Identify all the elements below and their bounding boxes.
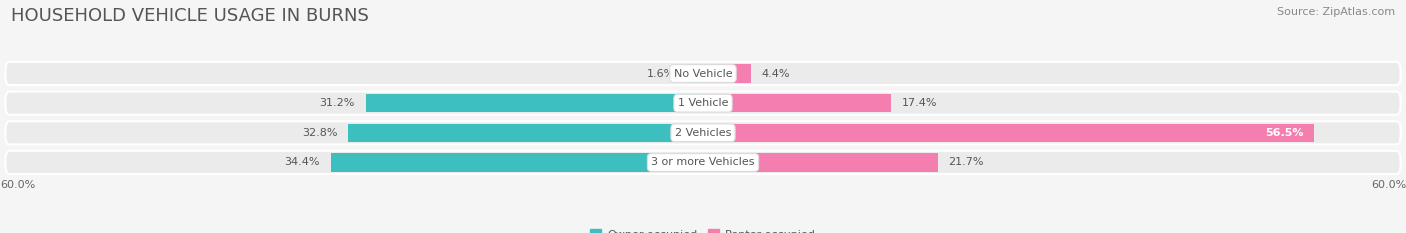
Text: 17.4%: 17.4%: [903, 98, 938, 108]
Text: 1 Vehicle: 1 Vehicle: [678, 98, 728, 108]
FancyBboxPatch shape: [6, 62, 1400, 85]
Legend: Owner-occupied, Renter-occupied: Owner-occupied, Renter-occupied: [586, 225, 820, 233]
FancyBboxPatch shape: [6, 121, 1400, 144]
Text: HOUSEHOLD VEHICLE USAGE IN BURNS: HOUSEHOLD VEHICLE USAGE IN BURNS: [11, 7, 370, 25]
Text: 34.4%: 34.4%: [284, 158, 321, 168]
Bar: [703, 64, 751, 83]
Text: 4.4%: 4.4%: [762, 69, 790, 79]
Text: 56.5%: 56.5%: [1265, 128, 1303, 138]
FancyBboxPatch shape: [6, 151, 1400, 174]
Bar: [349, 124, 703, 142]
Text: 31.2%: 31.2%: [319, 98, 354, 108]
Text: Source: ZipAtlas.com: Source: ZipAtlas.com: [1277, 7, 1395, 17]
Bar: [703, 94, 891, 112]
Bar: [703, 124, 1315, 142]
Bar: [686, 64, 703, 83]
Bar: [330, 153, 703, 172]
Bar: [366, 94, 703, 112]
Bar: [703, 153, 938, 172]
FancyBboxPatch shape: [6, 92, 1400, 115]
Text: 3 or more Vehicles: 3 or more Vehicles: [651, 158, 755, 168]
Text: 32.8%: 32.8%: [302, 128, 337, 138]
Text: 60.0%: 60.0%: [0, 180, 35, 190]
Text: No Vehicle: No Vehicle: [673, 69, 733, 79]
Text: 60.0%: 60.0%: [1371, 180, 1406, 190]
Text: 1.6%: 1.6%: [647, 69, 675, 79]
Text: 2 Vehicles: 2 Vehicles: [675, 128, 731, 138]
Text: 21.7%: 21.7%: [949, 158, 984, 168]
